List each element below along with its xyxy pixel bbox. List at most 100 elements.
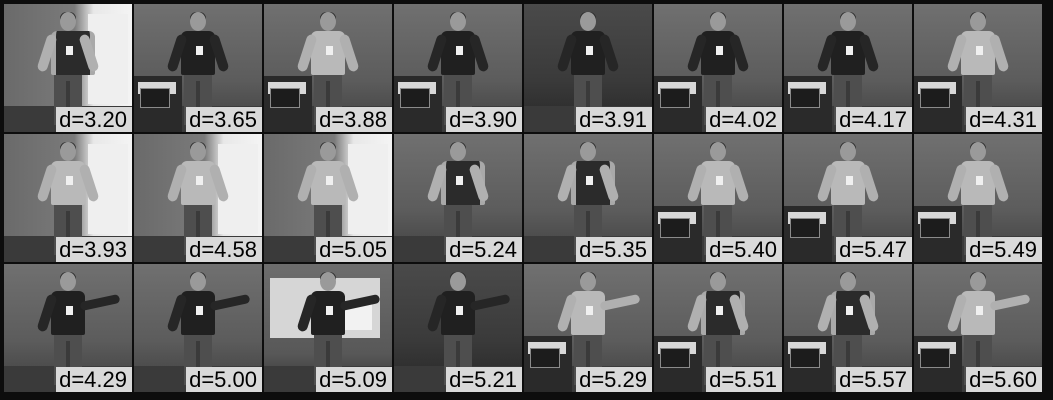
- speaker-head: [60, 272, 76, 291]
- laptop: [790, 348, 820, 368]
- speaker-badge: [196, 306, 203, 315]
- distance-label: d=3.88: [316, 107, 392, 132]
- speaker-head: [710, 142, 726, 161]
- photo-thumbnail: d=5.09: [264, 264, 392, 392]
- laptop: [920, 348, 950, 368]
- distance-label: d=5.57: [836, 367, 912, 392]
- speaker-head: [710, 12, 726, 31]
- laptop: [920, 218, 950, 238]
- photo-thumbnail: d=5.00: [134, 264, 262, 392]
- speaker-badge: [326, 176, 333, 185]
- distance-label: d=3.91: [576, 107, 652, 132]
- distance-label: d=4.58: [186, 237, 262, 262]
- photo-thumbnail: d=5.35: [524, 134, 652, 262]
- photo-thumbnail: d=4.29: [4, 264, 132, 392]
- photo-thumbnail: d=4.58: [134, 134, 262, 262]
- speaker-head: [580, 12, 596, 31]
- photo-thumbnail: d=5.40: [654, 134, 782, 262]
- distance-label: d=5.21: [446, 367, 522, 392]
- distance-label: d=5.35: [576, 237, 652, 262]
- speaker-head: [320, 12, 336, 31]
- speaker-badge: [846, 176, 853, 185]
- distance-label: d=5.00: [186, 367, 262, 392]
- distance-label: d=5.29: [576, 367, 652, 392]
- photo-thumbnail: d=3.93: [4, 134, 132, 262]
- laptop: [140, 88, 170, 108]
- speaker-badge: [586, 176, 593, 185]
- laptop: [790, 218, 820, 238]
- laptop: [660, 88, 690, 108]
- laptop: [920, 88, 950, 108]
- speaker-head: [580, 272, 596, 291]
- photo-thumbnail: d=5.29: [524, 264, 652, 392]
- photo-thumbnail: d=3.91: [524, 4, 652, 132]
- distance-label: d=3.93: [56, 237, 132, 262]
- speaker-head: [450, 142, 466, 161]
- distance-label: d=3.90: [446, 107, 522, 132]
- speaker-badge: [586, 46, 593, 55]
- photo-thumbnail: d=5.24: [394, 134, 522, 262]
- photo-thumbnail: d=5.49: [914, 134, 1042, 262]
- speaker-badge: [196, 176, 203, 185]
- speaker-badge: [326, 46, 333, 55]
- photo-thumbnail: d=3.90: [394, 4, 522, 132]
- photo-thumbnail: d=5.57: [784, 264, 912, 392]
- distance-label: d=3.20: [56, 107, 132, 132]
- speaker-badge: [716, 306, 723, 315]
- speaker-head: [320, 272, 336, 291]
- photo-thumbnail: d=3.88: [264, 4, 392, 132]
- distance-label: d=5.60: [966, 367, 1042, 392]
- speaker-badge: [716, 46, 723, 55]
- speaker-badge: [976, 46, 983, 55]
- speaker-head: [450, 12, 466, 31]
- photo-thumbnail: d=5.51: [654, 264, 782, 392]
- distance-label: d=4.02: [706, 107, 782, 132]
- speaker-head: [970, 12, 986, 31]
- laptop: [400, 88, 430, 108]
- photo-thumbnail: d=5.21: [394, 264, 522, 392]
- speaker-head: [320, 142, 336, 161]
- speaker-badge: [716, 176, 723, 185]
- speaker-head: [190, 12, 206, 31]
- distance-label: d=4.17: [836, 107, 912, 132]
- speaker-head: [190, 272, 206, 291]
- laptop: [270, 88, 300, 108]
- photo-thumbnail: d=4.17: [784, 4, 912, 132]
- speaker-head: [60, 12, 76, 31]
- speaker-badge: [456, 46, 463, 55]
- speaker-badge: [586, 306, 593, 315]
- distance-label: d=5.47: [836, 237, 912, 262]
- distance-label: d=3.65: [186, 107, 262, 132]
- speaker-head: [840, 272, 856, 291]
- distance-label: d=5.24: [446, 237, 522, 262]
- speaker-head: [580, 142, 596, 161]
- speaker-head: [190, 142, 206, 161]
- distance-label: d=4.31: [966, 107, 1042, 132]
- speaker-head: [970, 142, 986, 161]
- distance-label: d=5.09: [316, 367, 392, 392]
- distance-label: d=5.49: [966, 237, 1042, 262]
- speaker-badge: [66, 46, 73, 55]
- speaker-badge: [66, 176, 73, 185]
- photo-thumbnail: d=4.31: [914, 4, 1042, 132]
- speaker-head: [60, 142, 76, 161]
- speaker-badge: [846, 306, 853, 315]
- distance-label: d=4.29: [56, 367, 132, 392]
- photo-thumbnail: d=3.65: [134, 4, 262, 132]
- speaker-badge: [456, 306, 463, 315]
- photo-thumbnail: d=5.47: [784, 134, 912, 262]
- laptop: [790, 88, 820, 108]
- distance-label: d=5.05: [316, 237, 392, 262]
- speaker-badge: [326, 306, 333, 315]
- photo-thumbnail: d=5.60: [914, 264, 1042, 392]
- speaker-head: [710, 272, 726, 291]
- speaker-head: [840, 12, 856, 31]
- speaker-head: [970, 272, 986, 291]
- photo-thumbnail: d=4.02: [654, 4, 782, 132]
- photo-thumbnail: d=3.20: [4, 4, 132, 132]
- laptop: [660, 348, 690, 368]
- speaker-badge: [976, 176, 983, 185]
- speaker-badge: [196, 46, 203, 55]
- laptop: [530, 348, 560, 368]
